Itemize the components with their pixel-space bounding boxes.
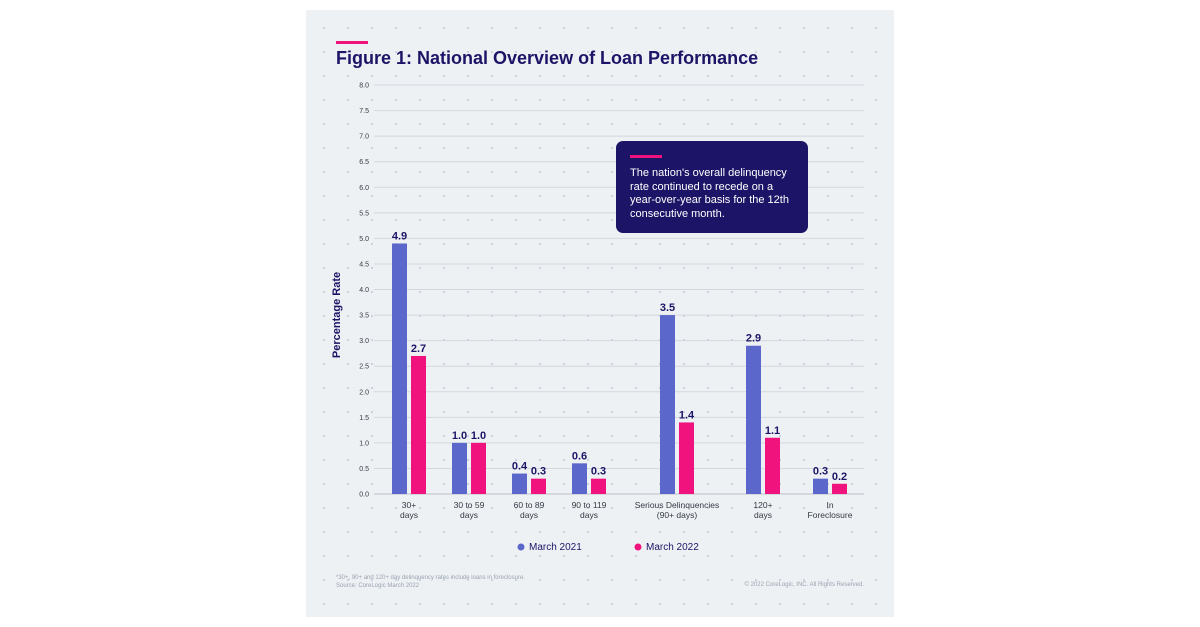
x-tick-label: Foreclosure bbox=[808, 510, 853, 520]
y-tick-label: 2.5 bbox=[359, 364, 369, 371]
legend-marker bbox=[634, 543, 642, 551]
y-tick-label: 1.0 bbox=[359, 440, 369, 447]
data-label: 4.9 bbox=[392, 230, 407, 242]
source-text: Source: CoreLogic March 2022 bbox=[336, 583, 420, 589]
data-label: 0.2 bbox=[832, 471, 847, 483]
bar bbox=[591, 478, 606, 494]
legend-label: March 2021 bbox=[529, 542, 582, 553]
footnote: *30+, 90+ and 120+ day delinquency rates… bbox=[336, 574, 525, 590]
y-axis-label: Percentage Rate bbox=[331, 272, 343, 358]
x-tick-label: Serious Delinquencies bbox=[635, 500, 720, 510]
x-tick-label: 120+ bbox=[753, 500, 772, 510]
y-tick-label: 1.5 bbox=[359, 415, 369, 422]
data-label: 0.3 bbox=[591, 466, 606, 478]
bar bbox=[471, 442, 486, 494]
x-tick-label: days bbox=[460, 510, 478, 520]
x-tick-label: days bbox=[754, 510, 772, 520]
y-tick-label: 0.5 bbox=[359, 466, 369, 473]
footnote-text: *30+, 90+ and 120+ day delinquency rates… bbox=[336, 575, 525, 581]
y-tick-label: 6.0 bbox=[359, 185, 369, 192]
legend: March 2021 March 2022 bbox=[517, 542, 699, 553]
data-label: 0.4 bbox=[512, 461, 528, 473]
bar bbox=[512, 473, 527, 494]
copyright-text: © 2022 CoreLogic, INC. All Rights Reserv… bbox=[744, 582, 864, 588]
bar bbox=[679, 422, 694, 494]
x-tick-label: 30+ bbox=[402, 500, 416, 510]
data-label: 1.0 bbox=[471, 430, 486, 442]
x-tick-label: 30 to 59 bbox=[454, 500, 485, 510]
chart-title: Figure 1: National Overview of Loan Perf… bbox=[336, 48, 759, 68]
bars bbox=[392, 243, 847, 494]
data-label: 3.5 bbox=[660, 302, 675, 314]
y-tick-label: 4.0 bbox=[359, 287, 369, 294]
data-label: 0.3 bbox=[813, 466, 828, 478]
chart-card bbox=[306, 10, 894, 617]
x-tick-label: 60 to 89 bbox=[514, 500, 545, 510]
bar bbox=[660, 315, 675, 494]
title-accent-bar bbox=[336, 41, 368, 44]
y-tick-label: 6.5 bbox=[359, 159, 369, 166]
data-label: 0.3 bbox=[531, 466, 546, 478]
bar bbox=[765, 437, 780, 494]
callout-text: The nation's overall delinquency rate co… bbox=[630, 167, 789, 220]
data-label: 0.6 bbox=[572, 450, 587, 462]
x-tick-label: (90+ days) bbox=[657, 510, 698, 520]
y-tick-label: 3.5 bbox=[359, 313, 369, 320]
y-tick-label: 8.0 bbox=[359, 83, 369, 90]
bar bbox=[813, 478, 828, 494]
bar bbox=[746, 345, 761, 494]
callout-accent-bar bbox=[630, 155, 662, 158]
y-axis-ticks: 0.0 0.5 1.0 1.5 2.0 2.5 3.0 3.5 4.0 4.5 5.0 5.5 6.0 6… bbox=[359, 83, 369, 499]
data-label: 2.7 bbox=[411, 343, 426, 355]
y-tick-label: 5.5 bbox=[359, 210, 369, 217]
y-tick-label: 2.0 bbox=[359, 389, 369, 396]
x-tick-label: days bbox=[580, 510, 598, 520]
data-label: 1.4 bbox=[679, 409, 695, 421]
data-labels: 4.9 1.0 0.4 0.6 3.5 2.9 0.3 2.7 1.0 0.3 0.3 1.4 1.1 0… bbox=[392, 230, 847, 482]
y-tick-label: 5.0 bbox=[359, 236, 369, 243]
y-tick-label: 4.5 bbox=[359, 261, 369, 268]
bar-chart: 0.0 0.5 1.0 1.5 2.0 2.5 3.0 3.5 4.0 4.5 5.0 5.5 6.0 6… bbox=[331, 83, 864, 553]
bar bbox=[531, 478, 546, 494]
bar bbox=[411, 355, 426, 494]
legend-label: March 2022 bbox=[646, 542, 699, 553]
bar bbox=[832, 483, 847, 494]
data-label: 1.1 bbox=[765, 425, 780, 437]
bar bbox=[452, 442, 467, 494]
x-tick-label: 90 to 119 bbox=[572, 500, 607, 510]
callout-box: The nation's overall delinquency rate co… bbox=[616, 141, 808, 233]
data-label: 1.0 bbox=[452, 430, 467, 442]
y-tick-label: 3.0 bbox=[359, 338, 369, 345]
x-tick-label: In bbox=[826, 500, 833, 510]
x-tick-label: days bbox=[400, 510, 418, 520]
data-label: 2.9 bbox=[746, 333, 761, 345]
y-tick-label: 7.5 bbox=[359, 108, 369, 115]
x-tick-label: days bbox=[520, 510, 538, 520]
bar bbox=[392, 243, 407, 494]
bar bbox=[572, 463, 587, 494]
y-tick-label: 7.0 bbox=[359, 134, 369, 141]
legend-marker bbox=[517, 543, 525, 551]
y-tick-label: 0.0 bbox=[359, 492, 369, 499]
